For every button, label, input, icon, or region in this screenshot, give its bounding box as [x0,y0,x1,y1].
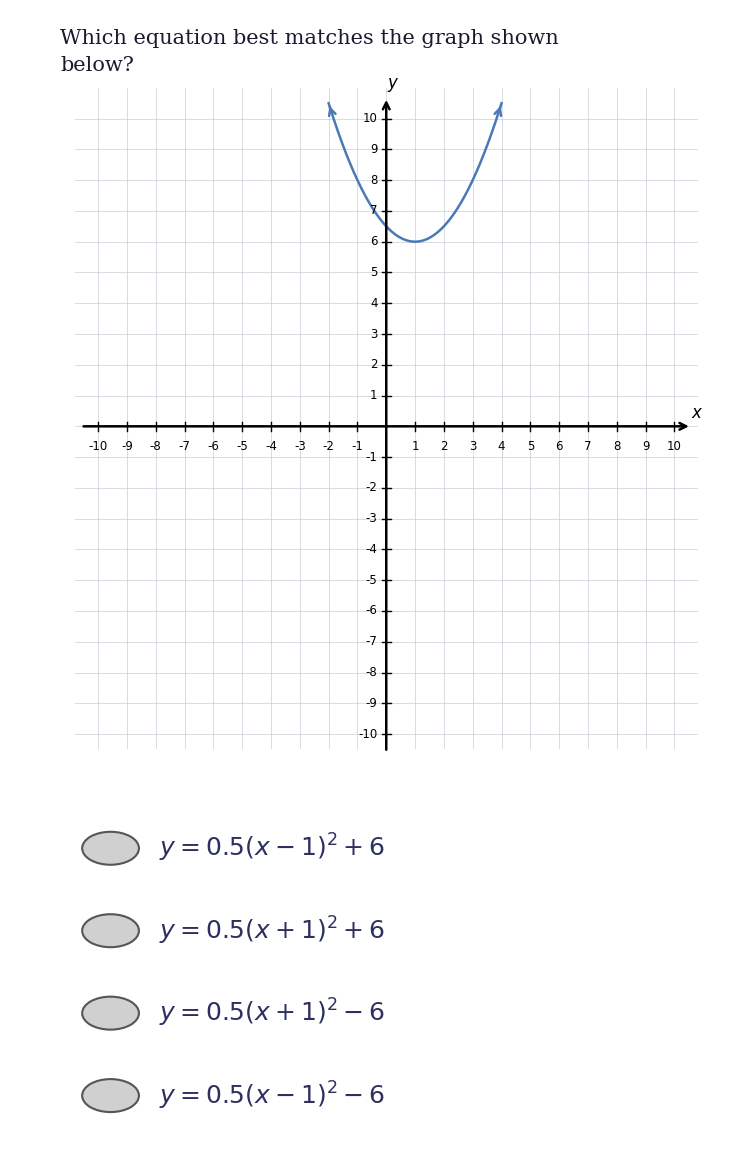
Text: -7: -7 [178,440,190,453]
Text: -8: -8 [366,666,377,679]
Text: y: y [387,75,397,93]
Text: -9: -9 [366,697,377,710]
Text: 8: 8 [613,440,620,453]
Text: $y = 0.5(x - 1)^2 - 6$: $y = 0.5(x - 1)^2 - 6$ [159,1080,385,1111]
Text: -7: -7 [366,635,377,649]
Text: 2: 2 [370,358,377,371]
Text: -6: -6 [366,604,377,617]
Circle shape [82,997,139,1029]
Text: -4: -4 [366,543,377,556]
Text: 7: 7 [584,440,592,453]
Text: -2: -2 [366,481,377,494]
Text: 7: 7 [370,205,377,218]
Text: 3: 3 [370,328,377,341]
Text: 10: 10 [667,440,682,453]
Text: $y = 0.5(x - 1)^2 + 6$: $y = 0.5(x - 1)^2 + 6$ [159,833,385,864]
Text: 6: 6 [370,235,377,248]
Text: 10: 10 [363,112,377,125]
Text: -1: -1 [352,440,363,453]
Text: -5: -5 [366,574,377,587]
Text: $y = 0.5(x + 1)^2 + 6$: $y = 0.5(x + 1)^2 + 6$ [159,915,385,947]
Text: -6: -6 [208,440,219,453]
Text: -2: -2 [322,440,334,453]
Text: -9: -9 [121,440,133,453]
Text: 4: 4 [498,440,506,453]
Text: -4: -4 [265,440,277,453]
Circle shape [82,1080,139,1112]
Circle shape [82,915,139,947]
Text: $y = 0.5(x + 1)^2 - 6$: $y = 0.5(x + 1)^2 - 6$ [159,997,385,1029]
Text: 5: 5 [526,440,534,453]
Text: x: x [691,404,701,422]
Circle shape [82,831,139,864]
Text: 6: 6 [556,440,563,453]
Text: 1: 1 [411,440,419,453]
Text: 8: 8 [370,173,377,186]
Text: -3: -3 [294,440,306,453]
Text: 1: 1 [370,389,377,402]
Text: -10: -10 [88,440,108,453]
Text: -5: -5 [236,440,248,453]
Text: 9: 9 [642,440,650,453]
Text: 3: 3 [469,440,476,453]
Text: -1: -1 [366,451,377,464]
Text: -10: -10 [358,727,377,740]
Text: 2: 2 [440,440,448,453]
Text: -8: -8 [150,440,161,453]
Text: -3: -3 [366,512,377,525]
Text: 5: 5 [370,266,377,279]
Text: 4: 4 [370,296,377,310]
Text: 9: 9 [370,143,377,156]
Text: below?: below? [60,56,134,75]
Text: Which equation best matches the graph shown: Which equation best matches the graph sh… [60,29,559,48]
